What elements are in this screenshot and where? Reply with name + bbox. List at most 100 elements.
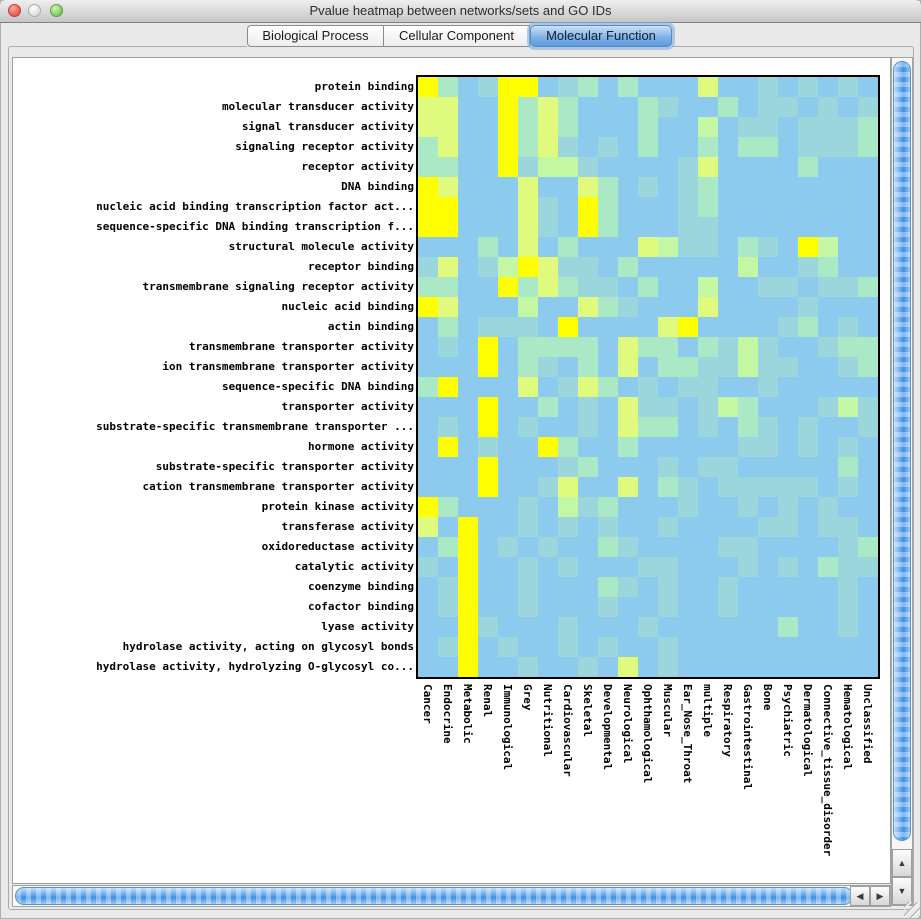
heatmap-cell	[818, 417, 838, 437]
heatmap-cell	[638, 157, 658, 177]
heatmap-cell	[798, 517, 818, 537]
heatmap-cell	[578, 317, 598, 337]
resize-grip[interactable]	[904, 902, 920, 918]
heatmap-cell	[738, 357, 758, 377]
vertical-scrollbar-thumb[interactable]	[893, 61, 911, 841]
heatmap-cell	[418, 497, 438, 517]
heatmap-cell	[558, 77, 578, 97]
row-label: cofactor binding	[308, 600, 414, 613]
horizontal-scrollbar[interactable]: ◀ ▶	[12, 885, 891, 907]
heatmap-cell	[638, 517, 658, 537]
heatmap-cell	[478, 257, 498, 277]
heatmap-row	[418, 537, 878, 557]
scroll-down-button[interactable]: ▼	[892, 877, 912, 905]
heatmap-cell	[438, 397, 458, 417]
heatmap-cell	[478, 417, 498, 437]
heatmap-cell	[698, 557, 718, 577]
heatmap-cell	[778, 657, 798, 677]
heatmap-cell	[838, 657, 858, 677]
tab-molecular-function[interactable]: Molecular Function	[530, 25, 672, 47]
heatmap-cell	[558, 417, 578, 437]
tab-biological-process[interactable]: Biological Process	[247, 25, 384, 47]
heatmap-cell	[678, 157, 698, 177]
heatmap-cell	[518, 517, 538, 537]
heatmap-cell	[778, 257, 798, 277]
heatmap-cell	[758, 117, 778, 137]
heatmap-cell	[858, 577, 878, 597]
heatmap-cell	[598, 377, 618, 397]
heatmap-cell	[578, 577, 598, 597]
heatmap-cell	[518, 117, 538, 137]
heatmap-cell	[798, 97, 818, 117]
heatmap-cell	[838, 637, 858, 657]
heatmap-cell	[558, 157, 578, 177]
heatmap-cell	[818, 237, 838, 257]
row-label: sequence-specific DNA binding	[221, 380, 414, 393]
heatmap-cell	[738, 257, 758, 277]
heatmap-cell	[778, 537, 798, 557]
heatmap-cell	[858, 237, 878, 257]
heatmap-cell	[798, 197, 818, 217]
heatmap-cell	[658, 297, 678, 317]
heatmap-cell	[858, 177, 878, 197]
heatmap-cell	[458, 577, 478, 597]
heatmap-row	[418, 377, 878, 397]
heatmap-cell	[778, 317, 798, 337]
heatmap-cell	[558, 237, 578, 257]
heatmap-cell	[438, 657, 458, 677]
row-label: transmembrane signaling receptor activit…	[142, 280, 414, 293]
heatmap-cell	[538, 397, 558, 417]
heatmap-cell	[858, 217, 878, 237]
scroll-up-button[interactable]: ▲	[892, 849, 912, 877]
heatmap-cell	[458, 197, 478, 217]
heatmap-cell	[618, 297, 638, 317]
heatmap-cell	[518, 457, 538, 477]
scroll-left-button[interactable]: ◀	[850, 886, 870, 906]
heatmap-cell	[518, 477, 538, 497]
heatmap-cell	[858, 97, 878, 117]
heatmap-cell	[858, 617, 878, 637]
heatmap-cell	[578, 77, 598, 97]
heatmap-cell	[758, 317, 778, 337]
minimize-button[interactable]	[28, 4, 41, 17]
heatmap-cell	[658, 97, 678, 117]
heatmap-cell	[498, 97, 518, 117]
heatmap-cell	[618, 577, 638, 597]
heatmap-cell	[738, 597, 758, 617]
heatmap-cell	[558, 557, 578, 577]
title-bar[interactable]: Pvalue heatmap between networks/sets and…	[0, 0, 921, 23]
heatmap-cell	[818, 617, 838, 637]
row-label: receptor activity	[301, 160, 414, 173]
heatmap-cell	[858, 457, 878, 477]
heatmap-cell	[558, 477, 578, 497]
heatmap-cell	[778, 377, 798, 397]
heatmap-cell	[638, 397, 658, 417]
heatmap-cell	[638, 657, 658, 677]
vertical-scrollbar[interactable]: ▲ ▼	[891, 57, 913, 906]
heatmap-cell	[778, 617, 798, 637]
heatmap-cell	[738, 117, 758, 137]
column-label: Cardiovascular	[561, 684, 574, 777]
heatmap-cell	[738, 157, 758, 177]
heatmap-cell	[498, 637, 518, 657]
heatmap-cell	[858, 637, 878, 657]
heatmap-cell	[838, 477, 858, 497]
heatmap-cell	[778, 137, 798, 157]
heatmap-cell	[658, 77, 678, 97]
heatmap-cell	[438, 377, 458, 397]
heatmap-cell	[438, 597, 458, 617]
horizontal-scrollbar-thumb[interactable]	[15, 887, 853, 905]
heatmap-cell	[638, 117, 658, 137]
close-button[interactable]	[8, 4, 21, 17]
heatmap-cell	[678, 457, 698, 477]
heatmap-cell	[418, 537, 438, 557]
heatmap-cell	[658, 197, 678, 217]
heatmap-cell	[498, 197, 518, 217]
heatmap-cell	[798, 477, 818, 497]
zoom-button[interactable]	[50, 4, 63, 17]
heatmap-cell	[858, 277, 878, 297]
scroll-right-button[interactable]: ▶	[870, 886, 890, 906]
heatmap-cell	[478, 157, 498, 177]
tab-cellular-component[interactable]: Cellular Component	[384, 25, 530, 47]
